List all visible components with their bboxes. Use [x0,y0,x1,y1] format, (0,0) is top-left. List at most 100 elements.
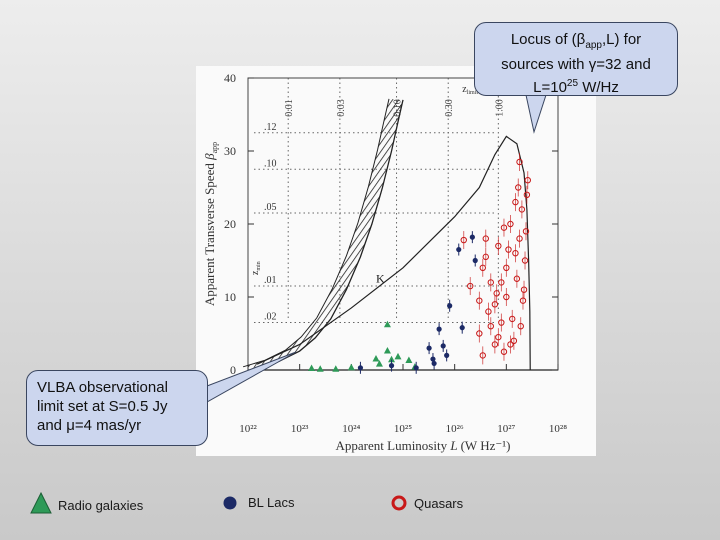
quasar-point [505,246,512,253]
quasar-point [498,319,505,326]
triangle-icon [30,492,52,514]
bl-lac-point [426,345,432,351]
quasar-point [476,330,483,337]
radio-galaxy-point [372,355,380,362]
limit-curve-edge [242,98,390,368]
bl-lac-point [456,246,462,253]
filled-circle-icon [223,496,237,510]
plot-panel: 0.010.030.100.301.00.12.10.05.01.02 10²²… [196,66,596,456]
y-tick-label: 30 [224,144,236,158]
legend-label: Radio galaxies [58,498,144,513]
x-tick-label: 10²² [239,423,257,435]
radio-galaxy-point [332,365,340,372]
quasar-point [512,198,519,206]
data-points [308,152,531,374]
quasar-point [515,184,522,191]
quasar-point [523,191,531,199]
model-curves [242,98,531,371]
y-tick-label: 20 [224,217,236,231]
quasar-point [491,341,499,348]
y-tick-label: 40 [224,71,236,85]
legend-label: Quasars [414,496,464,511]
x-axis-label: Apparent Luminosity L (W Hz⁻¹) [336,438,511,453]
quasar-point [520,286,528,293]
k-label: K [376,271,385,285]
quasar-point [460,236,467,244]
axis-ticks: 10²² 10²³ 10²⁴ 10²⁵ 10²⁶ 10²⁷ 10²⁸ 0 10 20 30 40 App… [202,71,567,453]
quasar-point [518,206,526,213]
quasar-point [510,337,518,344]
limit-hatch-band [243,98,403,368]
quasar-point [476,297,483,304]
quasar-point [479,352,486,359]
bl-lac-point [357,365,364,371]
quasar-point [516,235,523,242]
radio-galaxy-point [388,355,396,363]
radio-galaxy-point [347,363,355,371]
quasar-point [487,279,494,286]
y-tick-label: 10 [224,290,236,304]
bl-lac-point [440,343,446,349]
z-limit-label: 1.00 [494,99,505,117]
y-tick-label: 0 [230,363,236,377]
legend-radio-galaxies: Radio galaxies [30,492,190,518]
quasar-point [482,235,489,242]
bl-lac-point [431,360,437,367]
bl-lac-point [388,363,395,369]
quasar-point [482,253,489,261]
quasar-point [500,348,508,355]
quasar-point [503,264,510,272]
x-tick-label: 10²³ [291,423,309,435]
quasar-point [467,282,474,290]
z-min-label: .05 [264,202,277,213]
quasar-point [524,177,531,184]
z-limit-label: 0.30 [444,99,455,117]
bl-lac-point [447,303,453,309]
radio-galaxy-point [375,360,383,367]
quasar-point [485,308,492,315]
z-limit-label: 0.03 [336,99,347,117]
quasar-point [491,301,499,308]
radio-galaxy-point [383,320,391,328]
legend-quasars: Quasars [390,492,510,518]
quasar-point [513,275,521,282]
z-min-label: .02 [264,312,277,323]
z-min-label: .12 [264,122,277,133]
quasar-point [487,323,494,330]
quasar-point [500,224,508,231]
z-min-label: .10 [264,158,277,169]
vlba-limit-callout: VLBA observational limit set at S=0.5 Jy… [26,370,208,446]
y-axis-label: Apparent Transverse Speed βapp [202,142,219,306]
quasar-point [503,293,510,301]
quasar-point [498,279,505,286]
quasar-point [522,228,530,235]
z-limit-label: 0.01 [284,99,295,117]
bl-lac-point [413,365,419,371]
radio-galaxy-point [394,352,402,360]
quasar-point [493,290,500,297]
x-tick-label: 10²⁸ [549,423,567,435]
bl-lac-point [459,325,465,331]
legend-label: BL Lacs [248,495,295,510]
radio-galaxy-point [383,347,391,354]
bl-lac-point [472,257,478,264]
quasar-point [517,323,524,330]
legend-bl-lacs: BL Lacs [222,492,342,518]
quasar-point [509,315,516,323]
callout-top-pointer [525,94,547,134]
x-tick-label: 10²⁵ [394,423,412,435]
chart-svg: 0.010.030.100.301.00.12.10.05.01.02 10²²… [202,71,567,453]
quasar-point [495,242,502,250]
x-tick-label: 10²⁶ [446,423,464,435]
callout-left-pointer [206,351,297,403]
locus-curve [256,135,531,371]
open-circle-icon [391,495,407,511]
radio-galaxy-point [316,365,324,372]
x-tick-label: 10²⁷ [497,423,515,435]
radio-galaxy-point [308,364,316,372]
z-min-label: .01 [264,275,277,286]
bl-lac-point [436,326,442,332]
quasar-point [479,264,486,272]
bl-lac-point [444,352,450,358]
radio-galaxy-point [405,356,413,364]
